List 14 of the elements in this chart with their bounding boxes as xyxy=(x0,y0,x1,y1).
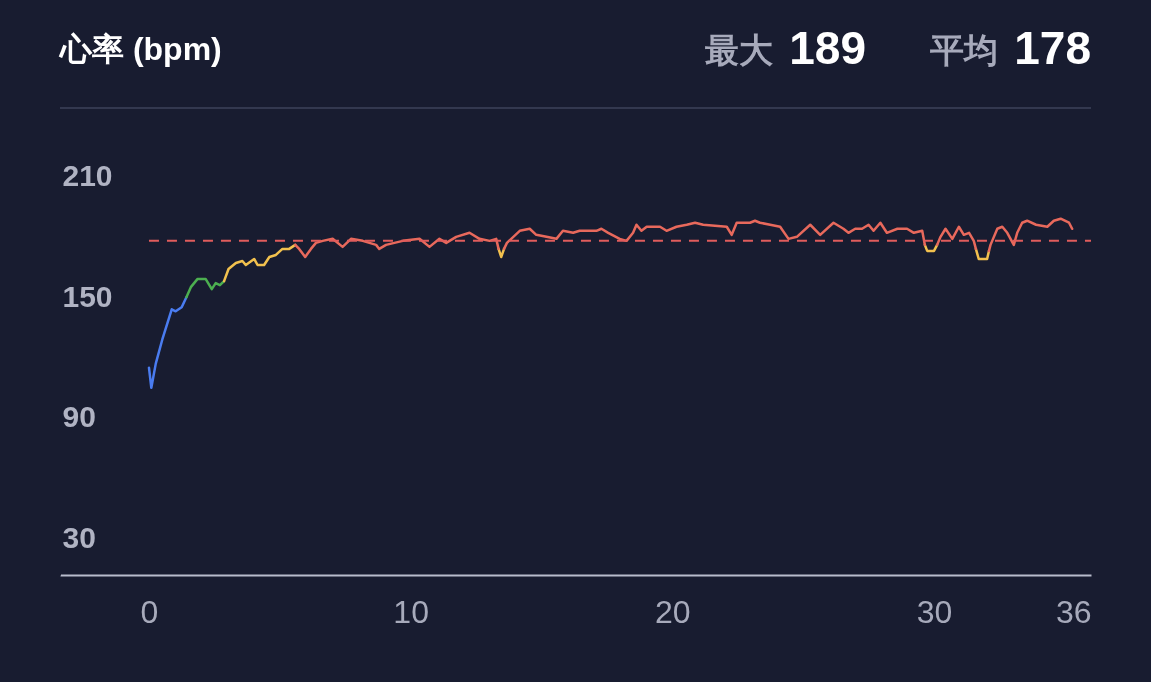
y-tick-label: 90 xyxy=(62,400,96,434)
text: 最大 189 xyxy=(705,22,866,74)
x-tick-label: 20 xyxy=(655,593,691,630)
x-tick-label: 0 xyxy=(140,593,159,630)
chart-title: 心率 (bpm) xyxy=(58,31,222,67)
y-tick-label: 30 xyxy=(62,521,96,555)
y-tick-label: 210 xyxy=(62,158,113,192)
line-series xyxy=(185,277,226,299)
x-tick-label: 30 xyxy=(916,593,953,630)
x-tick-label: 36 xyxy=(1055,593,1092,630)
line-series xyxy=(147,295,188,390)
text: 平均 178 xyxy=(929,22,1091,74)
x-tick-label: 10 xyxy=(393,593,429,630)
y-tick-label: 150 xyxy=(62,279,113,313)
